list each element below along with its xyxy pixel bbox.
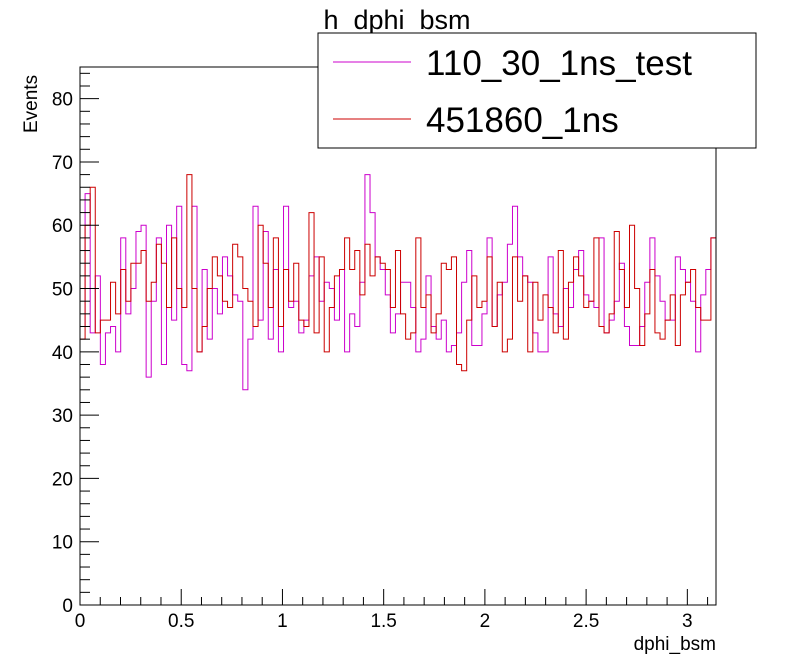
y-tick-label: 30 [52, 406, 73, 427]
series-layer [80, 174, 716, 391]
x-tick-label: 2.5 [573, 611, 599, 632]
x-tick-label: 0 [75, 611, 86, 632]
x-axis: 0 0.5 1 1.5 2 2.5 3 [75, 589, 709, 632]
x-tick-label: 0.5 [168, 611, 194, 632]
series-451860_1ns [80, 174, 716, 372]
x-tick-label: 1 [277, 611, 288, 632]
x-tick-label: 1.5 [370, 611, 396, 632]
legend-label-451860_1ns: 451860_1ns [426, 101, 619, 140]
y-axis: 0 10 20 30 40 50 60 70 80 [52, 72, 99, 617]
legend: 110_30_1ns_test 451860_1ns [317, 32, 757, 149]
x-tick-label: 2 [480, 611, 491, 632]
y-tick-label: 20 [52, 469, 73, 490]
y-tick-label: 10 [52, 533, 73, 554]
y-axis-title: Events [21, 75, 42, 133]
y-tick-label: 50 [52, 280, 73, 301]
x-tick-label: 3 [682, 611, 693, 632]
legend-box [317, 32, 757, 149]
legend-label-110_30_1ns_test: 110_30_1ns_test [426, 44, 692, 83]
y-tick-label: 40 [52, 343, 73, 364]
x-axis-title: dphi_bsm [634, 634, 716, 655]
y-tick-label: 70 [52, 153, 73, 174]
chart-title: h_dphi_bsm [323, 5, 470, 35]
y-tick-label: 60 [52, 216, 73, 237]
y-tick-label: 0 [62, 596, 73, 617]
y-tick-label: 80 [52, 90, 73, 111]
